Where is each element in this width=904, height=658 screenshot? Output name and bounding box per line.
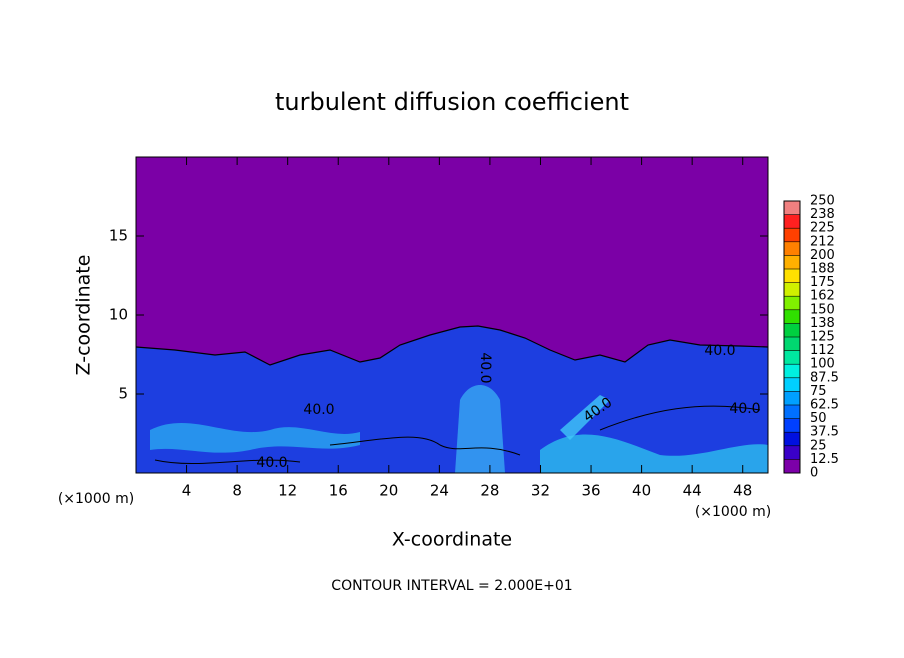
colorbar-label: 12.5 <box>810 452 839 467</box>
axis-unit: (×1000 m) <box>58 491 134 507</box>
colorbar-band <box>784 323 800 337</box>
x-axis-label: X-coordinate <box>392 529 512 551</box>
colorbar-label: 62.5 <box>810 398 839 413</box>
colorbar-band <box>784 201 800 215</box>
x-tick-label: 8 <box>232 482 242 500</box>
contour-label: 40.0 <box>477 352 493 383</box>
colorbar-band <box>784 391 800 405</box>
x-tick-label: 48 <box>733 482 752 500</box>
colorbar-band <box>784 255 800 269</box>
colorbar-band <box>784 309 800 324</box>
y-tick-label: 5 <box>118 385 128 403</box>
axis-unit: (×1000 m) <box>695 504 771 520</box>
field-streak <box>455 385 505 473</box>
x-tick-label: 4 <box>182 482 192 500</box>
contour-label: 40.0 <box>729 401 760 417</box>
colorbar-band <box>784 296 800 310</box>
x-tick-label: 40 <box>632 482 651 500</box>
colorbar-band <box>784 269 800 283</box>
colorbar-band <box>784 228 800 242</box>
colorbar-label: 87.5 <box>810 370 839 385</box>
chart-title: turbulent diffusion coefficient <box>275 88 629 116</box>
contour-label: 40.0 <box>303 402 334 418</box>
colorbar-band <box>784 337 800 351</box>
colorbar-label: 0 <box>810 466 818 481</box>
colorbar-band <box>784 459 800 473</box>
colorbar-label: 37.5 <box>810 425 839 440</box>
colorbar-label: 175 <box>810 275 835 290</box>
colorbar-band <box>784 405 800 419</box>
colorbar-label: 188 <box>810 262 835 277</box>
colorbar-label: 138 <box>810 316 835 331</box>
colorbar-band <box>784 377 800 392</box>
x-tick-label: 44 <box>683 482 702 500</box>
x-tick-label: 36 <box>581 482 600 500</box>
turbulent-field <box>135 325 769 473</box>
colorbar-label: 238 <box>810 207 835 222</box>
x-tick-label: 12 <box>278 482 297 500</box>
contour-line <box>154 405 761 465</box>
field-streak <box>560 395 610 440</box>
y-axis-label: Z-coordinate <box>73 255 95 376</box>
x-tick-label: 28 <box>480 482 499 500</box>
colorbar-label: 150 <box>810 302 835 317</box>
colorbar-band <box>784 241 800 256</box>
x-tick-label: 32 <box>531 482 550 500</box>
colorbar-band <box>784 445 800 460</box>
colorbar-label: 50 <box>810 411 827 426</box>
colorbar-label: 100 <box>810 357 835 372</box>
contour-line <box>135 325 769 366</box>
x-tick-label: 20 <box>379 482 398 500</box>
colorbar-label: 112 <box>810 343 835 358</box>
contour-label: 40.0 <box>256 455 287 471</box>
colorbar-label: 25 <box>810 438 827 453</box>
field-streak <box>540 434 768 473</box>
colorbar-label: 200 <box>810 248 835 263</box>
colorbar-label: 212 <box>810 234 835 249</box>
colorbar-label: 162 <box>810 289 835 304</box>
x-tick-label: 16 <box>329 482 348 500</box>
footnote: CONTOUR INTERVAL = 2.000E+01 <box>331 578 572 594</box>
colorbar-band <box>784 418 800 433</box>
contour-label: 40.0 <box>704 343 735 359</box>
y-tick-label: 15 <box>109 227 128 245</box>
y-tick-label: 10 <box>109 306 128 324</box>
colorbar-label: 125 <box>810 330 835 345</box>
colorbar-band <box>784 214 800 229</box>
colorbar-label: 75 <box>810 384 827 399</box>
field-streak <box>150 422 360 453</box>
colorbar-band <box>784 350 800 365</box>
x-tick-label: 24 <box>430 482 449 500</box>
colorbar-label: 250 <box>810 194 835 209</box>
colorbar-band <box>784 282 800 297</box>
colorbar-band <box>784 432 800 446</box>
colorbar-band <box>784 364 800 378</box>
colorbar-label: 225 <box>810 221 835 236</box>
